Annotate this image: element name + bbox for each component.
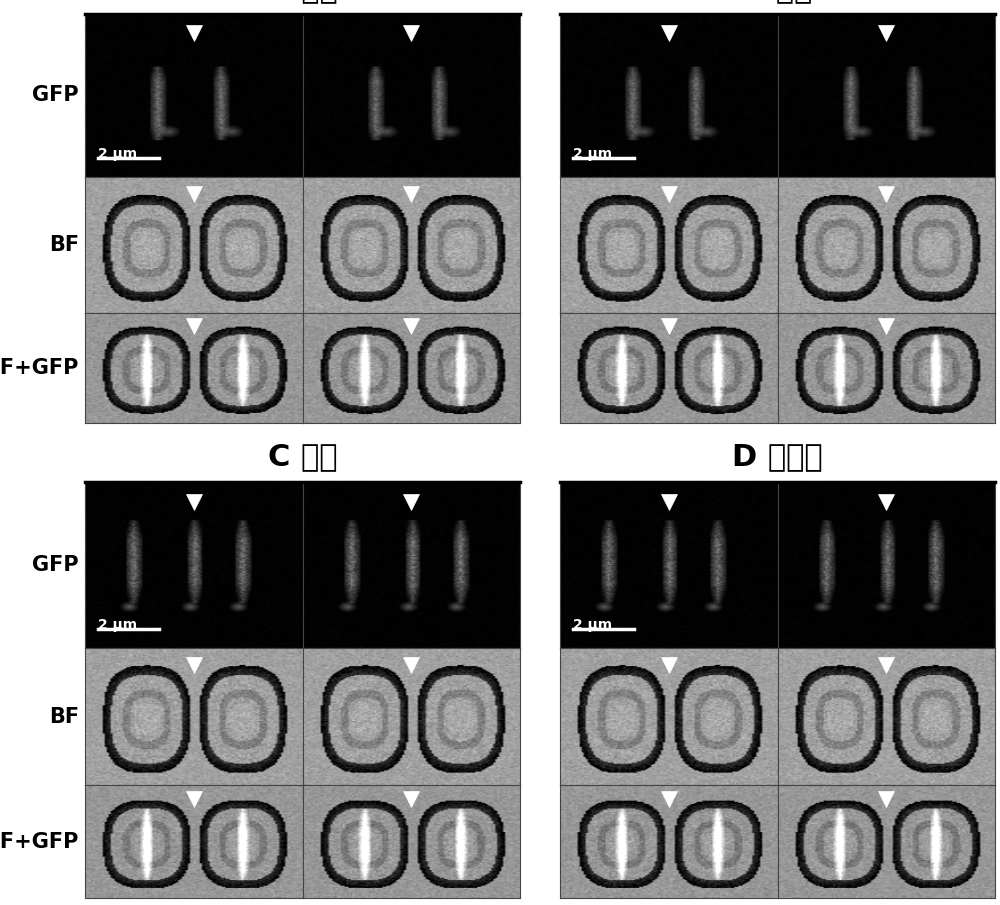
Text: 2 μm: 2 μm bbox=[98, 617, 137, 632]
Text: BF: BF bbox=[49, 707, 79, 727]
Text: B 前期: B 前期 bbox=[742, 0, 813, 3]
Text: GFP: GFP bbox=[32, 85, 79, 106]
Text: 2 μm: 2 μm bbox=[573, 617, 612, 632]
Text: GFP: GFP bbox=[32, 555, 79, 575]
Text: A 间期: A 间期 bbox=[267, 0, 338, 3]
Text: BF: BF bbox=[49, 235, 79, 255]
Text: BF+GFP: BF+GFP bbox=[0, 832, 79, 852]
Text: D 后未期: D 后未期 bbox=[732, 442, 823, 471]
Text: 2 μm: 2 μm bbox=[98, 147, 137, 161]
Text: BF+GFP: BF+GFP bbox=[0, 357, 79, 377]
Text: 2 μm: 2 μm bbox=[573, 147, 612, 161]
Text: C 中期: C 中期 bbox=[268, 442, 337, 471]
